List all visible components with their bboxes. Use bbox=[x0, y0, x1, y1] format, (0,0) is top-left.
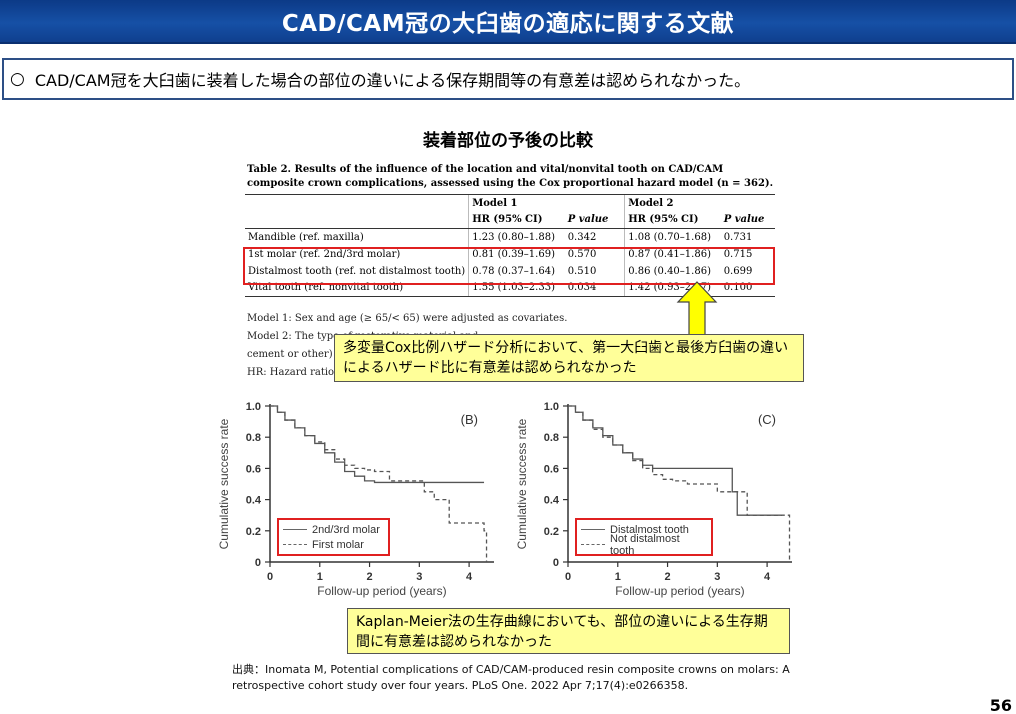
y-tick-label: 0.2 bbox=[544, 526, 559, 538]
page-number: 56 bbox=[989, 696, 1012, 714]
legend-c: Distalmost tooth Not distalmost tooth bbox=[575, 518, 713, 557]
legend-label: Distalmost tooth bbox=[610, 523, 689, 536]
summary-box: ○ CAD/CAM冠を大臼歯に装着した場合の部位の違いによる保存期間等の有意差は… bbox=[2, 58, 1014, 100]
table-cell: 0.87 (0.41–1.86) bbox=[624, 245, 721, 263]
table-cell bbox=[564, 194, 625, 212]
legend-item: First molar bbox=[283, 537, 384, 552]
table-cell bbox=[720, 194, 775, 212]
y-tick-label: 0 bbox=[553, 557, 559, 569]
panel-label: (C) bbox=[758, 412, 776, 427]
table-cell: 0.699 bbox=[723, 265, 753, 277]
km-callout: Kaplan-Meier法の生存曲線においても、部位の違いによる生存期間に有意差… bbox=[347, 608, 790, 654]
slide-title: CAD/CAM冠の大臼歯の適応に関する文献 bbox=[281, 11, 735, 37]
slide-title-bar: CAD/CAM冠の大臼歯の適応に関する文献 bbox=[0, 0, 1016, 44]
y-tick-label: 0 bbox=[255, 557, 261, 569]
x-axis-label: Follow-up period (years) bbox=[615, 584, 744, 598]
table-group-header-row: Model 1 Model 2 bbox=[245, 194, 775, 212]
results-table: Model 1 Model 2 HR (95% CI) P value HR (… bbox=[245, 194, 775, 297]
table-cell: 0.510 bbox=[567, 265, 597, 277]
table-cell: Mandible (ref. maxilla) bbox=[248, 231, 364, 243]
citation: 出典：Inomata M, Potential complications of… bbox=[232, 663, 790, 692]
y-tick-label: 1.0 bbox=[544, 401, 559, 413]
x-tick-label: 3 bbox=[416, 571, 422, 583]
y-axis-label: Cumulative success rate bbox=[515, 418, 529, 549]
table-cell: Distalmost tooth (ref. not distalmost to… bbox=[248, 265, 466, 277]
km-curve-series-1 bbox=[270, 405, 488, 562]
x-tick-label: 2 bbox=[664, 571, 670, 583]
x-tick-label: 2 bbox=[366, 571, 372, 583]
table-header-row: HR (95% CI) P value HR (95% CI) P value bbox=[245, 211, 775, 229]
table-cell: HR (95% CI) bbox=[624, 211, 721, 229]
km-curve-series-0 bbox=[568, 405, 783, 516]
table-cell: 0.570 bbox=[567, 248, 597, 260]
table-cell: 0.81 (0.39–1.69) bbox=[468, 245, 565, 263]
y-tick-label: 1.0 bbox=[246, 401, 261, 413]
table-cell: 0.342 bbox=[567, 231, 597, 243]
x-tick-label: 1 bbox=[317, 571, 323, 583]
cox-callout: 多変量Cox比例ハザード分析において、第一大臼歯と最後方臼歯の違いによるハザード… bbox=[334, 334, 804, 382]
y-tick-label: 0.2 bbox=[246, 526, 261, 538]
table-cell: 1.08 (0.70–1.68) bbox=[624, 228, 721, 246]
table-cell: 0.86 (0.40–1.86) bbox=[624, 262, 721, 280]
legend-item: Distalmost tooth bbox=[581, 522, 707, 537]
x-tick-label: 1 bbox=[615, 571, 621, 583]
table-caption: Table 2. Results of the influence of the… bbox=[247, 164, 774, 189]
legend-label: 2nd/3rd molar bbox=[312, 523, 380, 536]
arrow-up-icon bbox=[676, 281, 718, 337]
x-axis-label: Follow-up period (years) bbox=[317, 584, 446, 598]
table-cell: 0.78 (0.37–1.64) bbox=[468, 262, 565, 280]
table-note: cement or other) w… bbox=[247, 349, 355, 360]
table-row: 1st molar (ref. 2nd/3rd molar) 0.81 (0.3… bbox=[245, 245, 775, 263]
table-cell bbox=[245, 211, 469, 229]
summary-bullet: ○ bbox=[10, 69, 25, 89]
legend-label: Not distalmost tooth bbox=[609, 532, 680, 557]
y-tick-label: 0.6 bbox=[544, 463, 559, 475]
x-tick-label: 4 bbox=[466, 571, 473, 583]
table-cell: Model 2 bbox=[624, 194, 721, 212]
km-curve-series-0 bbox=[270, 405, 485, 484]
table-cell: P value bbox=[564, 211, 625, 229]
km-curve-series-1 bbox=[568, 405, 791, 562]
table-cell: 0.715 bbox=[723, 248, 753, 260]
table-cell: P value bbox=[720, 211, 775, 229]
legend-b: 2nd/3rd molar First molar bbox=[277, 518, 390, 556]
table-cell: HR (95% CI) bbox=[468, 211, 565, 229]
table-cell: 1.23 (0.80–1.88) bbox=[468, 228, 565, 246]
km-plot-c: 0 0.2 0.4 0.6 0.8 1.0 0 1 2 3 4 Follow-up period (y… bbox=[515, 401, 792, 598]
table-cell: 1st molar (ref. 2nd/3rd molar) bbox=[248, 248, 401, 260]
y-axis-label: Cumulative success rate bbox=[217, 418, 231, 549]
y-tick-label: 0.6 bbox=[246, 463, 261, 475]
legend-item: Not distalmost tooth bbox=[581, 533, 707, 557]
km-plot-b: 0 0.2 0.4 0.6 0.8 1.0 0 1 2 3 4 Follow-up period (y… bbox=[217, 401, 494, 598]
table-row: Distalmost tooth (ref. not distalmost to… bbox=[245, 262, 775, 280]
x-tick-label: 0 bbox=[267, 571, 273, 583]
y-tick-label: 0.8 bbox=[544, 432, 559, 444]
y-tick-label: 0.8 bbox=[246, 432, 261, 444]
x-tick-label: 0 bbox=[565, 571, 571, 583]
y-tick-label: 0.4 bbox=[246, 495, 262, 507]
table-cell bbox=[245, 194, 469, 212]
table-highlight-rect bbox=[243, 247, 775, 285]
legend-solid-line bbox=[581, 529, 605, 530]
x-tick-label: 4 bbox=[764, 571, 771, 583]
table-note: HR: Hazard ratio; … bbox=[247, 367, 351, 378]
figure-title: 装着部位の予後の比較 bbox=[423, 131, 593, 151]
table-cell: 0.731 bbox=[723, 231, 753, 243]
table-row: Mandible (ref. maxilla) 1.23 (0.80–1.88)… bbox=[245, 228, 775, 246]
table-note: Model 1: Sex and age (≥ 65/< 65) were ad… bbox=[247, 313, 568, 324]
y-tick-label: 0.4 bbox=[544, 495, 560, 507]
panel-label: (B) bbox=[461, 412, 478, 427]
legend-label: First molar bbox=[312, 538, 364, 551]
table-cell: Model 1 bbox=[468, 194, 565, 212]
legend-solid-line bbox=[283, 529, 307, 530]
x-tick-label: 3 bbox=[714, 571, 720, 583]
legend-item: 2nd/3rd molar bbox=[283, 522, 384, 537]
legend-dashed-line bbox=[283, 544, 307, 545]
legend-dashed-line bbox=[581, 544, 605, 545]
summary-text: CAD/CAM冠を大臼歯に装着した場合の部位の違いによる保存期間等の有意差は認め… bbox=[34, 71, 751, 90]
